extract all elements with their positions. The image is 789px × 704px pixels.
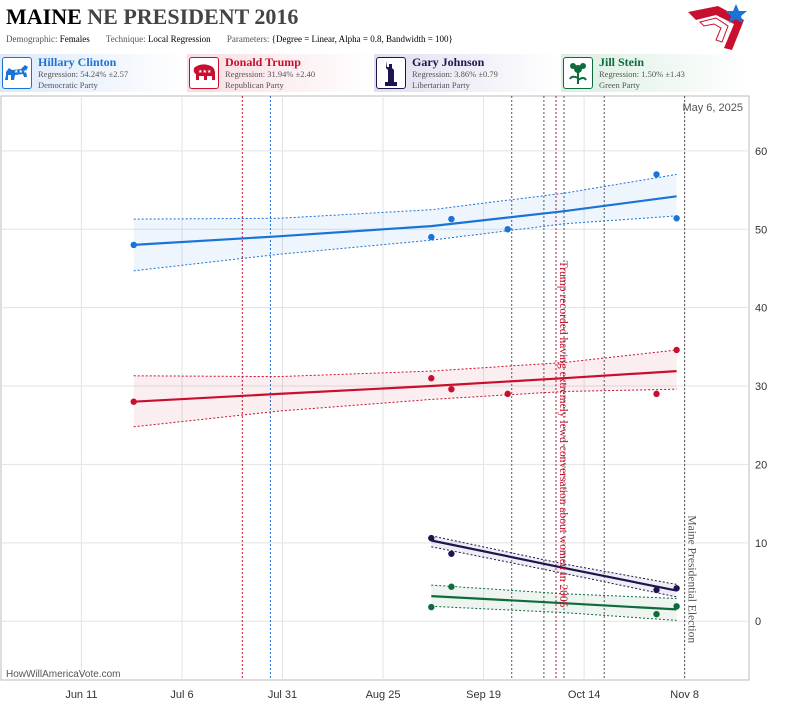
x-tick-label: Sep 19	[466, 689, 501, 701]
poll-point	[448, 215, 455, 223]
statue-of-liberty-icon	[376, 57, 406, 89]
poll-point	[448, 583, 455, 590]
poll-point	[428, 233, 435, 241]
regression-line	[133, 195, 677, 246]
x-tick-label: Jul 6	[170, 689, 193, 701]
x-tick-label: Aug 25	[366, 689, 401, 701]
x-tick-label: Oct 14	[568, 689, 600, 701]
y-tick-label: 40	[755, 303, 767, 315]
event-annotation: Trump recorded having extremely lewd con…	[557, 261, 569, 608]
poll-point	[673, 585, 680, 592]
upper-bound-line	[133, 173, 677, 220]
y-tick-label: 30	[755, 381, 767, 393]
donkey-icon: ★★★	[2, 57, 32, 89]
svg-text:★★★: ★★★	[198, 69, 212, 75]
poll-point	[653, 610, 660, 618]
technique-value: Local Regression	[147, 34, 211, 44]
candidate-name: Gary Johnson	[412, 55, 485, 69]
candidate-johnson[interactable]: Gary Johnson Regression: 3.86% ±0.79 Lib…	[374, 54, 561, 92]
poll-point	[448, 385, 455, 393]
candidate-name: Donald Trump	[225, 55, 301, 69]
candidate-stein[interactable]: Jill Stein Regression: 1.50% ±1.43 Green…	[561, 54, 748, 92]
poll-point	[673, 215, 680, 222]
poll-point	[653, 586, 660, 594]
race-name: NE PRESIDENT 2016	[87, 4, 299, 29]
y-tick-label: 20	[755, 459, 767, 471]
poll-point	[448, 550, 455, 557]
lower-bound-line	[431, 546, 677, 598]
poll-point	[428, 603, 435, 611]
candidate-name: Jill Stein	[599, 55, 645, 69]
poll-point	[504, 390, 511, 398]
y-tick-label: 50	[755, 224, 767, 236]
poll-point	[428, 375, 435, 382]
lower-bound-line	[133, 215, 677, 272]
lower-bound-line	[133, 388, 677, 428]
regression-line	[431, 595, 677, 611]
demographic-value: Females	[59, 34, 90, 44]
lower-bound-line	[431, 605, 677, 621]
upper-bound-line	[133, 349, 677, 378]
candidate-clinton[interactable]: ★★★ Hillary Clinton Regression: 54.24% ±…	[0, 54, 187, 92]
candidate-regression: Regression: 3.86% ±0.79	[412, 69, 498, 79]
candidate-party: Republican Party	[225, 80, 284, 90]
poll-point	[673, 603, 680, 610]
technique-label: Technique:	[105, 34, 146, 44]
parameters-line: Demographic: Females Technique: Local Re…	[6, 34, 467, 44]
y-tick-label: 10	[755, 538, 767, 550]
regression-line	[133, 370, 677, 403]
y-tick-label: 60	[755, 146, 767, 158]
flower-icon	[563, 57, 593, 89]
candidate-party: Green Party	[599, 80, 640, 90]
elephant-icon: ★★★	[189, 57, 219, 89]
candidate-regression: Regression: 54.24% ±2.57	[38, 69, 129, 79]
candidate-party: Libertarian Party	[412, 80, 470, 90]
parameters-label: Parameters:	[226, 34, 270, 44]
poll-point	[504, 226, 511, 233]
date-label: May 6, 2025	[682, 102, 743, 114]
x-tick-label: Jul 31	[268, 689, 297, 701]
candidate-regression: Regression: 1.50% ±1.43	[599, 69, 685, 79]
regression-line	[431, 539, 677, 592]
poll-point	[428, 534, 435, 542]
event-annotation: Maine Presidential Election	[686, 515, 698, 643]
confidence-band	[133, 174, 677, 271]
candidate-trump[interactable]: ★★★ Donald Trump Regression: 31.94% ±2.4…	[187, 54, 374, 92]
brand-watermark: HowWillAmericaVote.com	[6, 669, 121, 680]
y-tick-label: 0	[755, 616, 761, 628]
page-title: MAINE NE PRESIDENT 2016	[6, 4, 298, 30]
poll-point	[673, 346, 680, 354]
poll-point	[130, 398, 137, 405]
candidate-name: Hillary Clinton	[38, 55, 117, 69]
site-logo[interactable]	[686, 2, 750, 52]
demographic-label: Demographic:	[6, 34, 58, 44]
poll-point	[653, 171, 660, 178]
upper-bound-line	[431, 584, 677, 599]
parameters-value: {Degree = Linear, Alpha = 0.8, Bandwidth…	[271, 34, 453, 44]
upper-bound-line	[431, 535, 677, 585]
svg-text:★★★: ★★★	[14, 69, 28, 75]
candidate-regression: Regression: 31.94% ±2.40	[225, 69, 316, 79]
x-tick-label: Jun 11	[65, 689, 97, 701]
candidate-party: Democratic Party	[38, 80, 98, 90]
x-tick-label: Nov 8	[670, 689, 699, 701]
state-name: MAINE	[6, 4, 82, 29]
poll-point	[130, 241, 137, 249]
poll-point	[653, 390, 660, 398]
